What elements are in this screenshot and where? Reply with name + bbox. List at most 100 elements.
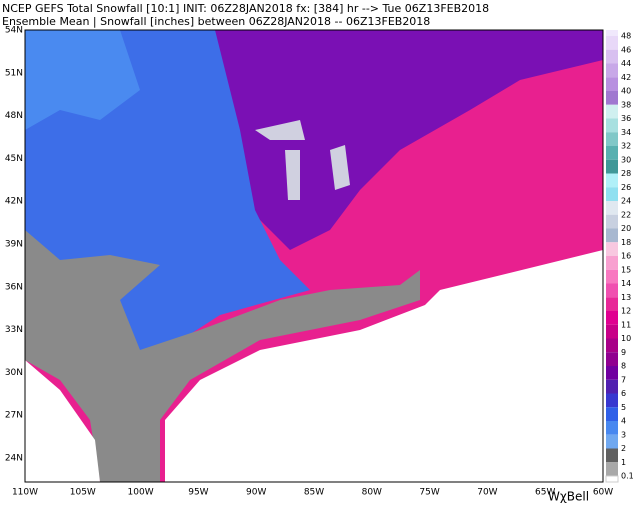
colorbar-label: 13 (621, 293, 631, 302)
colorbar-label: 2 (621, 444, 626, 453)
colorbar-swatch (605, 475, 619, 483)
colorbar-label: 46 (621, 45, 631, 54)
blue-light (25, 30, 140, 130)
colorbar-swatch (606, 421, 618, 435)
colorbar-label: 44 (621, 59, 631, 68)
colorbar-swatch (606, 91, 618, 105)
colorbar-label: 12 (621, 307, 631, 316)
colorbar-swatch (606, 77, 618, 91)
colorbar-label: 38 (621, 100, 631, 109)
colorbar-label: 15 (621, 265, 631, 274)
lon-label: 80W (362, 488, 382, 498)
colorbar-label: 9 (621, 348, 626, 357)
colorbar-swatch (606, 352, 618, 366)
colorbar-label: 0.1 (621, 472, 634, 481)
subtitle-line: Ensemble Mean | Snowfall [inches] betwee… (2, 15, 430, 28)
lake (255, 120, 305, 140)
colorbar-swatch (606, 338, 618, 353)
no-snow (165, 250, 603, 482)
colorbar-swatch (606, 366, 618, 380)
no-snow-west (25, 360, 100, 482)
lat-label: 51N (5, 68, 23, 78)
lon-label: 95W (188, 488, 208, 498)
colorbar-swatch (606, 187, 618, 201)
colorbar-label: 7 (621, 375, 626, 384)
colorbar-swatch (606, 30, 618, 36)
lat-label: 24N (5, 454, 23, 464)
colorbar-label: 36 (621, 114, 631, 123)
lon-label: 90W (246, 488, 266, 498)
lon-label: 110W (12, 488, 38, 498)
gray-band (25, 230, 420, 482)
colorbar-label: 30 (621, 155, 631, 164)
colorbar-swatch (606, 118, 618, 133)
lat-label: 45N (5, 154, 23, 164)
colorbar-label: 34 (621, 128, 631, 137)
colorbar-swatch (606, 104, 618, 119)
lat-label: 48N (5, 111, 23, 121)
colorbar-label: 20 (621, 224, 631, 233)
colorbar-swatch (606, 434, 618, 449)
lon-label: 105W (70, 488, 96, 498)
lake (285, 150, 300, 200)
purple-region (200, 30, 603, 250)
colorbar-label: 4 (621, 417, 626, 426)
colorbar-swatch (606, 173, 618, 188)
colorbar-label: 28 (621, 169, 631, 178)
colorbar-label: 22 (621, 210, 631, 219)
colorbar-label: 24 (621, 197, 631, 206)
colorbar-label: 6 (621, 389, 626, 398)
colorbar-label: 18 (621, 238, 631, 247)
colorbar-swatch (606, 36, 618, 50)
lon-label: 70W (477, 488, 497, 498)
colorbar-swatch (606, 63, 618, 78)
lake (330, 145, 350, 190)
map-frame (24, 29, 604, 483)
colorbar-swatch (606, 146, 618, 160)
colorbar-swatch (606, 297, 618, 311)
lat-label: 42N (5, 197, 23, 207)
colorbar-swatch (606, 242, 618, 256)
colorbar-label: 3 (621, 430, 626, 439)
colorbar-swatch (606, 407, 618, 421)
colorbar-label: 42 (621, 73, 631, 82)
colorbar-swatch (606, 283, 618, 298)
lat-label: 30N (5, 368, 23, 378)
colorbar-swatch (606, 159, 618, 174)
colorbar-swatch (606, 256, 618, 270)
colorbar-label: 48 (621, 32, 631, 41)
logo: WχBell (548, 490, 589, 504)
lat-label: 36N (5, 282, 23, 292)
lat-label: 54N (5, 26, 23, 36)
map (24, 29, 604, 483)
colorbar-swatch (606, 214, 618, 229)
colorbar-label: 32 (621, 142, 631, 151)
colorbar-label: 5 (621, 403, 626, 412)
colorbar-label: 8 (621, 362, 626, 371)
colorbar-swatch (606, 379, 618, 394)
lat-label: 33N (5, 325, 23, 335)
colorbar-swatch (606, 132, 618, 146)
lat-label: 39N (5, 240, 23, 250)
colorbar-label: 11 (621, 320, 631, 329)
colorbar-swatch (606, 393, 618, 408)
title-line: NCEP GEFS Total Snowfall [10:1] INIT: 06… (2, 2, 489, 15)
colorbar-label: 40 (621, 87, 631, 96)
lon-label: 65W (535, 488, 555, 498)
colorbar-swatch (606, 201, 618, 215)
colorbar-label: 1 (621, 458, 626, 467)
colorbar-label: 10 (621, 334, 631, 343)
lon-label: 100W (128, 488, 154, 498)
colorbar-swatch (606, 228, 618, 243)
colorbar-swatch (606, 49, 618, 64)
colorbar-swatch (606, 448, 618, 463)
colorbar-label: 14 (621, 279, 631, 288)
colorbar-swatch (606, 311, 618, 325)
lon-label: 75W (419, 488, 439, 498)
colorbar-label: 16 (621, 252, 631, 261)
colorbar-swatch (606, 462, 618, 476)
colorbar-label: 26 (621, 183, 631, 192)
colorbar: 4846444240383634323028262422201816151413… (605, 30, 634, 483)
